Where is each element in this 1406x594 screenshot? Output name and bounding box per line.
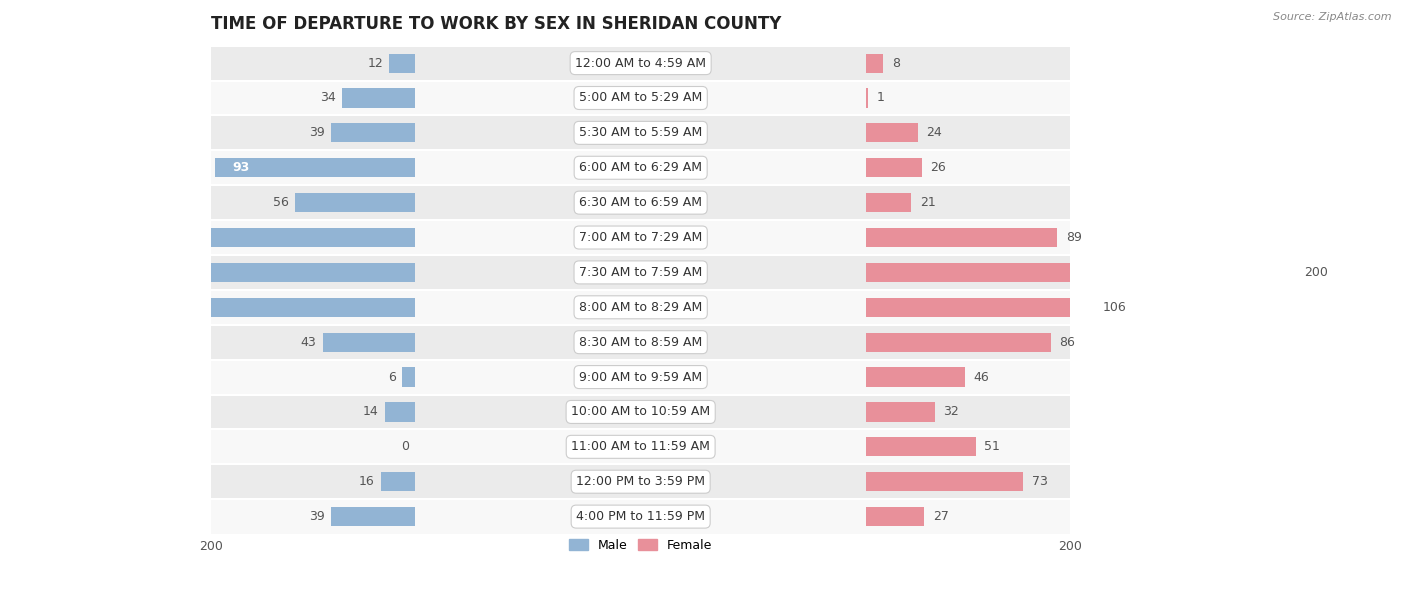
Text: 6:00 AM to 6:29 AM: 6:00 AM to 6:29 AM	[579, 161, 702, 174]
Text: 4:00 PM to 11:59 PM: 4:00 PM to 11:59 PM	[576, 510, 706, 523]
Bar	[866, 507, 924, 526]
Text: 9:00 AM to 9:59 AM: 9:00 AM to 9:59 AM	[579, 371, 702, 384]
Text: 6: 6	[388, 371, 396, 384]
Bar	[866, 89, 869, 108]
Text: 16: 16	[359, 475, 374, 488]
Bar	[211, 150, 1070, 185]
Bar	[211, 220, 1070, 255]
Text: 56: 56	[273, 196, 288, 209]
Text: 11:00 AM to 11:59 AM: 11:00 AM to 11:59 AM	[571, 440, 710, 453]
Bar	[866, 228, 1057, 247]
Text: 73: 73	[1032, 475, 1047, 488]
Bar	[211, 115, 1070, 150]
Bar	[866, 298, 1094, 317]
Text: 14: 14	[363, 406, 378, 418]
Text: 200: 200	[1305, 266, 1329, 279]
Legend: Male, Female: Male, Female	[564, 534, 717, 557]
Bar	[866, 263, 1296, 282]
Bar	[866, 368, 965, 387]
Bar	[211, 81, 1070, 115]
Bar	[211, 185, 1070, 220]
Bar	[211, 290, 1070, 325]
Bar	[866, 53, 883, 72]
Text: 89: 89	[1066, 231, 1081, 244]
Text: 12:00 PM to 3:59 PM: 12:00 PM to 3:59 PM	[576, 475, 706, 488]
Text: 34: 34	[321, 91, 336, 105]
Bar	[866, 437, 976, 456]
Bar	[60, 228, 415, 247]
Text: 106: 106	[1102, 301, 1126, 314]
Bar	[332, 124, 415, 143]
Text: 10:00 AM to 10:59 AM: 10:00 AM to 10:59 AM	[571, 406, 710, 418]
Text: 7:30 AM to 7:59 AM: 7:30 AM to 7:59 AM	[579, 266, 702, 279]
Bar	[389, 53, 415, 72]
Text: 5:00 AM to 5:29 AM: 5:00 AM to 5:29 AM	[579, 91, 702, 105]
Bar	[211, 429, 1070, 465]
Bar	[323, 333, 415, 352]
Text: 8:00 AM to 8:29 AM: 8:00 AM to 8:29 AM	[579, 301, 702, 314]
Bar	[211, 325, 1070, 359]
Text: TIME OF DEPARTURE TO WORK BY SEX IN SHERIDAN COUNTY: TIME OF DEPARTURE TO WORK BY SEX IN SHER…	[211, 15, 782, 33]
Text: 27: 27	[932, 510, 949, 523]
Text: 39: 39	[309, 127, 325, 140]
Text: 93: 93	[232, 161, 250, 174]
Text: 7:00 AM to 7:29 AM: 7:00 AM to 7:29 AM	[579, 231, 702, 244]
Text: 12:00 AM to 4:59 AM: 12:00 AM to 4:59 AM	[575, 56, 706, 69]
Text: 26: 26	[931, 161, 946, 174]
Text: 46: 46	[973, 371, 990, 384]
Bar	[866, 193, 911, 212]
Bar	[67, 298, 415, 317]
Bar	[381, 472, 415, 491]
Text: 8: 8	[891, 56, 900, 69]
Bar	[385, 402, 415, 422]
Text: 32: 32	[943, 406, 959, 418]
Text: 51: 51	[984, 440, 1000, 453]
Text: 5:30 AM to 5:59 AM: 5:30 AM to 5:59 AM	[579, 127, 702, 140]
Text: 165: 165	[77, 231, 104, 244]
Bar	[295, 193, 415, 212]
Text: 175: 175	[56, 266, 83, 279]
Text: 6:30 AM to 6:59 AM: 6:30 AM to 6:59 AM	[579, 196, 702, 209]
Text: 39: 39	[309, 510, 325, 523]
Bar	[211, 255, 1070, 290]
Bar	[866, 333, 1050, 352]
Text: 8:30 AM to 8:59 AM: 8:30 AM to 8:59 AM	[579, 336, 702, 349]
Bar	[211, 394, 1070, 429]
Bar	[866, 124, 918, 143]
Bar	[211, 499, 1070, 534]
Text: 162: 162	[84, 301, 111, 314]
Bar	[39, 263, 415, 282]
Text: 1: 1	[877, 91, 884, 105]
Text: 21: 21	[920, 196, 935, 209]
Text: 86: 86	[1060, 336, 1076, 349]
Bar	[211, 46, 1070, 81]
Bar	[866, 158, 922, 178]
Text: 24: 24	[927, 127, 942, 140]
Bar	[866, 472, 1024, 491]
Bar	[332, 507, 415, 526]
Bar	[402, 368, 415, 387]
Text: Source: ZipAtlas.com: Source: ZipAtlas.com	[1274, 12, 1392, 22]
Text: 43: 43	[301, 336, 316, 349]
Text: 12: 12	[367, 56, 382, 69]
Bar	[211, 359, 1070, 394]
Text: 0: 0	[401, 440, 409, 453]
Bar	[211, 465, 1070, 499]
Bar	[342, 89, 415, 108]
Bar	[866, 402, 935, 422]
Bar	[215, 158, 415, 178]
